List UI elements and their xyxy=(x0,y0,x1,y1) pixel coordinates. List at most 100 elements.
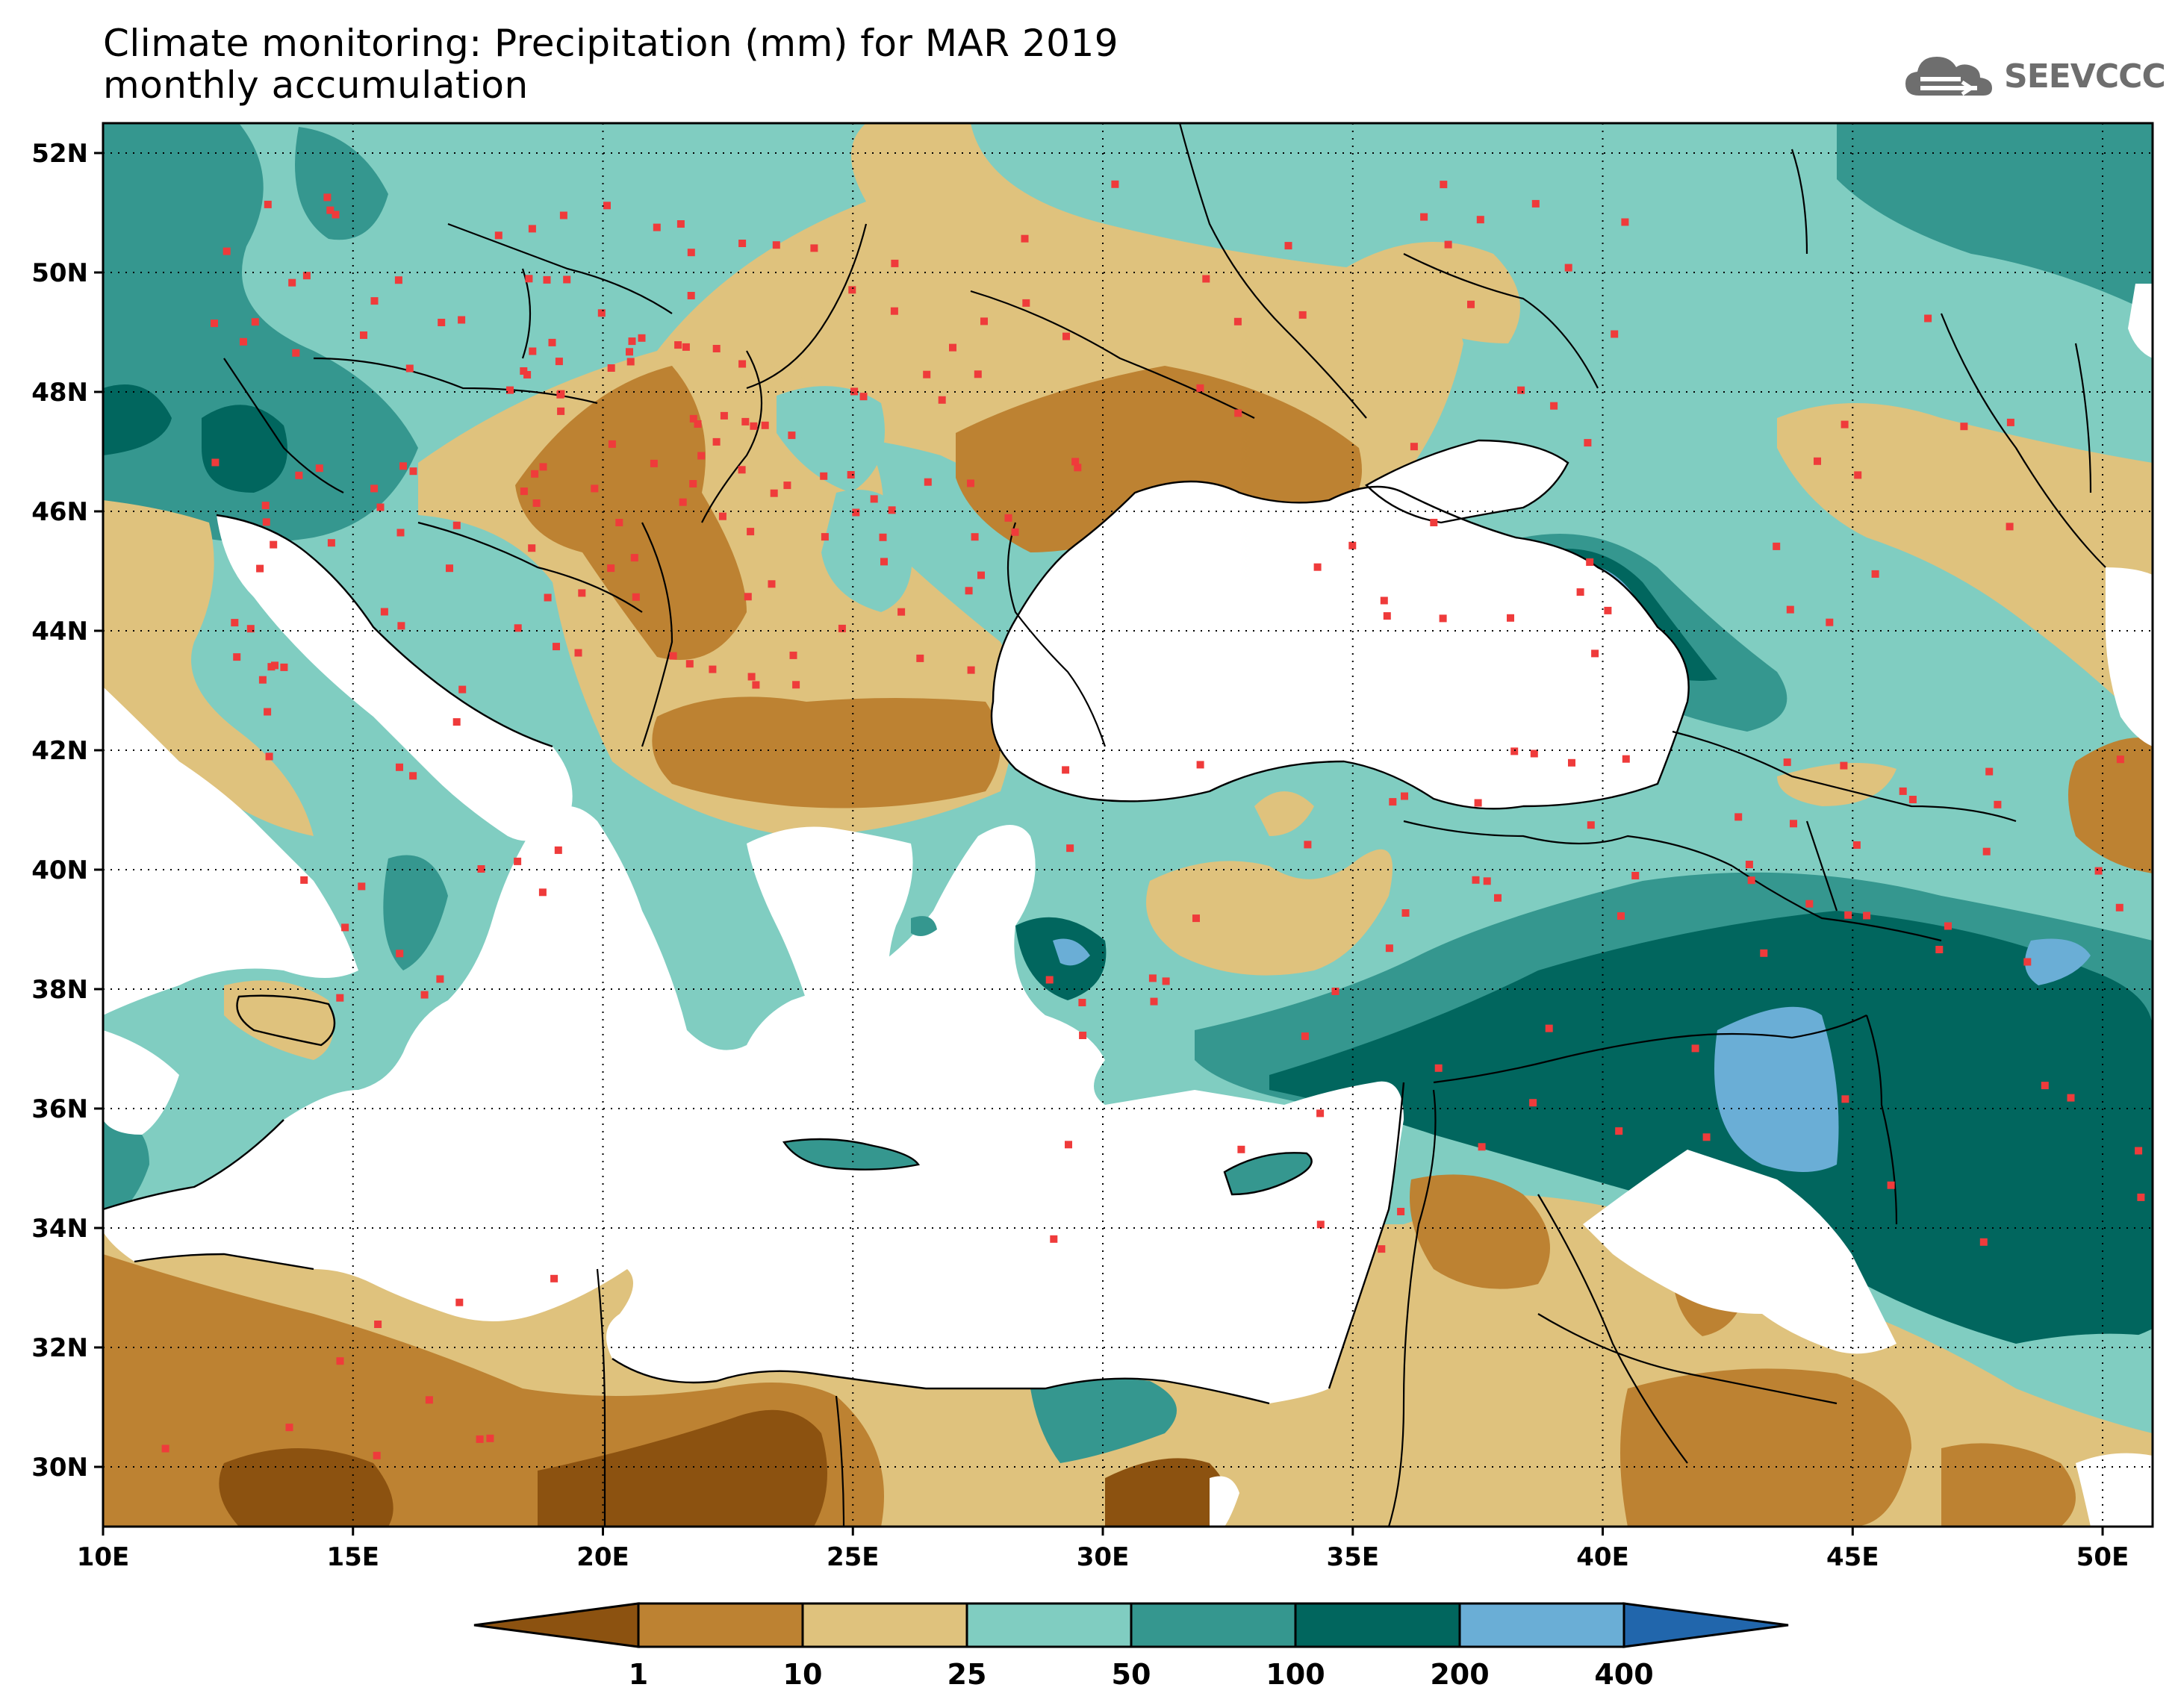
station-marker xyxy=(738,240,747,247)
station-marker xyxy=(544,593,552,602)
station-marker xyxy=(1162,977,1170,985)
station-marker xyxy=(1529,1099,1537,1107)
field-caspian-brown xyxy=(2068,738,2153,873)
station-marker xyxy=(436,975,444,983)
station-marker xyxy=(1587,821,1595,829)
station-marker xyxy=(1474,799,1482,807)
field-libya-darkbrown xyxy=(219,1448,393,1527)
station-marker xyxy=(380,608,388,616)
station-marker xyxy=(632,593,640,601)
station-marker xyxy=(1517,386,1525,394)
station-marker xyxy=(323,193,332,202)
station-marker xyxy=(563,275,571,284)
station-marker xyxy=(1062,766,1070,774)
station-marker xyxy=(1079,1032,1087,1039)
station-marker xyxy=(685,660,694,668)
station-marker xyxy=(446,564,453,573)
station-marker xyxy=(1022,299,1030,307)
station-marker xyxy=(1702,1133,1711,1141)
station-marker xyxy=(689,414,697,423)
station-marker xyxy=(396,763,403,771)
station-marker xyxy=(1691,1044,1699,1053)
field-northeast-teal xyxy=(1837,123,2153,314)
station-marker xyxy=(850,387,859,396)
station-marker xyxy=(1202,275,1210,283)
station-marker xyxy=(847,471,855,479)
station-marker xyxy=(396,950,404,958)
station-marker xyxy=(679,498,687,506)
station-marker xyxy=(315,464,323,473)
station-marker xyxy=(1994,800,2002,808)
field-turkey-dark-band xyxy=(1269,911,2153,1349)
field-anatolia-tan xyxy=(1146,849,1393,976)
station-marker xyxy=(555,358,563,366)
station-marker xyxy=(838,624,846,632)
station-marker xyxy=(1979,1238,1988,1246)
station-marker xyxy=(1467,300,1475,308)
station-marker xyxy=(1586,558,1594,566)
station-marker xyxy=(265,752,273,761)
station-marker xyxy=(615,519,623,526)
station-marker xyxy=(1545,1024,1553,1032)
lesbos xyxy=(911,916,937,936)
station-marker xyxy=(399,462,407,470)
station-marker xyxy=(820,472,828,480)
field-persian-gulf-brown xyxy=(1941,1443,2076,1527)
nodata-syria-desert xyxy=(1583,1150,1896,1354)
station-marker xyxy=(262,518,270,526)
station-marker xyxy=(292,349,300,357)
station-marker xyxy=(712,345,721,352)
station-marker xyxy=(476,1435,484,1443)
station-marker xyxy=(597,309,606,317)
field-levant-brown xyxy=(1410,1174,1550,1289)
station-marker xyxy=(1050,1235,1058,1243)
station-marker xyxy=(223,247,231,255)
station-marker xyxy=(360,331,367,339)
colorbar-segment xyxy=(1294,1602,1461,1648)
station-marker xyxy=(233,653,241,661)
lon-tick-label: 35E xyxy=(1327,1542,1380,1572)
station-marker xyxy=(1863,911,1871,920)
station-marker xyxy=(452,521,461,529)
station-marker xyxy=(603,202,611,210)
station-marker xyxy=(1298,311,1307,319)
station-marker xyxy=(747,528,755,536)
station-marker xyxy=(1062,332,1070,340)
station-marker xyxy=(971,533,979,541)
station-marker xyxy=(750,422,758,430)
station-marker xyxy=(1237,1145,1245,1153)
station-marker xyxy=(1401,792,1408,800)
station-marker xyxy=(608,440,616,448)
station-marker xyxy=(231,619,239,627)
station-marker xyxy=(394,276,402,284)
station-marker xyxy=(1773,542,1781,550)
station-marker xyxy=(1840,761,1848,770)
lon-tick-label: 30E xyxy=(1077,1542,1130,1572)
station-marker xyxy=(1301,1032,1309,1041)
station-marker xyxy=(370,297,379,305)
lat-tick-label: 30N xyxy=(31,1453,88,1483)
station-marker xyxy=(923,370,931,378)
station-marker xyxy=(859,393,868,401)
colorbar-segment xyxy=(637,1602,804,1648)
station-marker xyxy=(548,338,556,346)
station-marker xyxy=(409,772,417,780)
station-marker xyxy=(628,337,636,346)
station-marker xyxy=(720,411,728,420)
station-marker xyxy=(709,665,717,673)
station-marker xyxy=(638,334,646,342)
station-marker xyxy=(574,649,582,657)
station-marker xyxy=(452,718,461,726)
borders xyxy=(223,123,2106,1527)
caspian-sea xyxy=(2106,567,2153,747)
station-marker xyxy=(358,882,366,891)
station-marker xyxy=(891,259,899,267)
station-marker xyxy=(1871,570,1879,578)
station-marker xyxy=(556,390,564,399)
station-marker xyxy=(980,317,988,325)
station-marker xyxy=(1805,900,1814,908)
station-marker xyxy=(1380,596,1388,605)
station-marker xyxy=(1982,847,1991,855)
station-marker xyxy=(752,681,760,689)
